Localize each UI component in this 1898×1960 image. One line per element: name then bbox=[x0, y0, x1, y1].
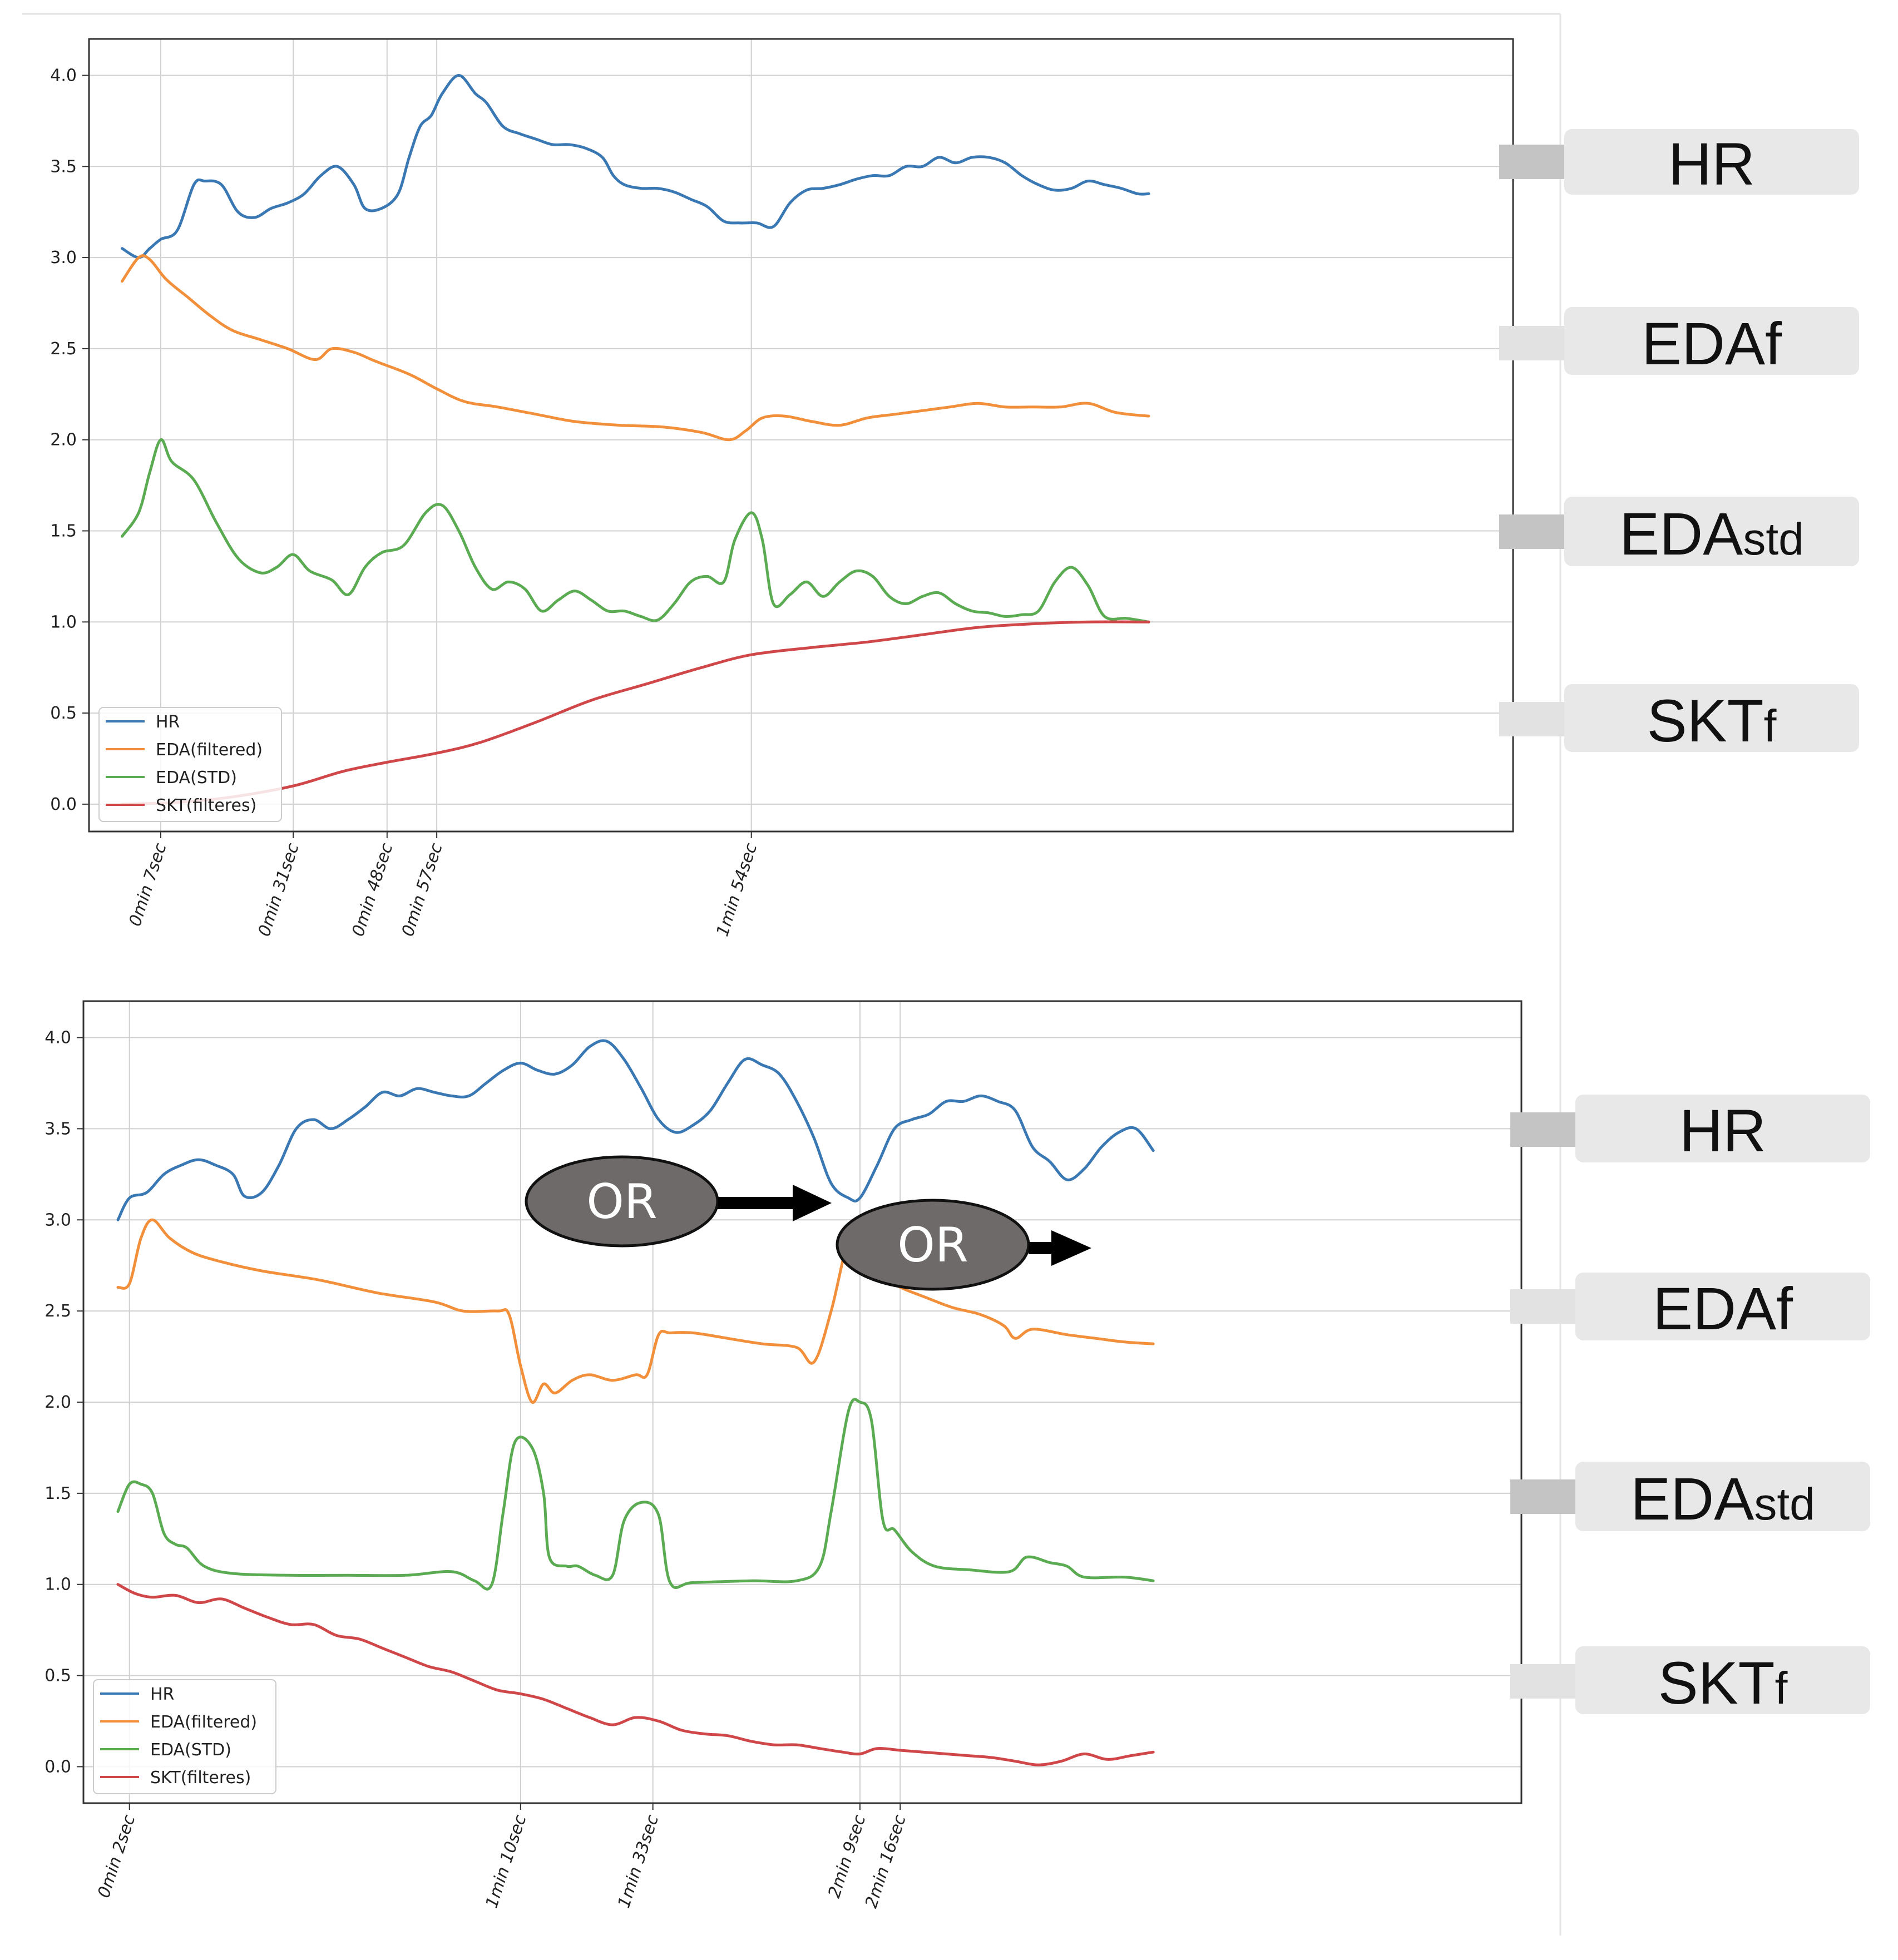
bottom-series-eda-filtered bbox=[116, 1218, 1155, 1404]
bottom-edaf-tag bbox=[1575, 1273, 1870, 1340]
bottom-hr-tag bbox=[1575, 1095, 1870, 1162]
bottom-xtick-label: 1min 10sec bbox=[482, 1812, 530, 1910]
bottom-sktf-main: SKT bbox=[1658, 1649, 1775, 1716]
top-legend-eda-filtered: EDA(filtered) bbox=[156, 740, 263, 760]
bottom-chart: 0.0 0.5 1.0 1.5 2.0 2.5 3.0 3.5 4.0 0min 2sec 1mi… bbox=[45, 1000, 1523, 1910]
top-y-ticks: 0.0 0.5 1.0 1.5 2.0 2.5 3.0 3.5 4.0 bbox=[50, 66, 89, 814]
top-edastd-main: EDA bbox=[1619, 500, 1743, 567]
bottom-sktf-connector bbox=[1510, 1664, 1577, 1699]
bottom-legend-eda-filtered: EDA(filtered) bbox=[150, 1712, 257, 1732]
bottom-edaf-tag-label: EDAf bbox=[1653, 1275, 1793, 1342]
bottom-edastd-tag-label: EDAstd bbox=[1630, 1465, 1815, 1532]
top-ytick-label: 2.5 bbox=[50, 339, 77, 359]
bottom-ytick-label: 1.0 bbox=[45, 1575, 71, 1595]
bottom-xtick-label: 2min 16sec bbox=[862, 1812, 910, 1910]
bottom-xtick-label: 2min 9sec bbox=[824, 1812, 869, 1900]
top-ytick-label: 2.0 bbox=[50, 430, 77, 450]
top-legend-skt: SKT(filteres) bbox=[156, 796, 256, 815]
bottom-sktf-tag bbox=[1575, 1646, 1870, 1714]
bottom-edaf-connector bbox=[1510, 1289, 1577, 1324]
top-plot-frame bbox=[88, 38, 1514, 833]
top-edastd-sub: std bbox=[1743, 514, 1803, 565]
or-annotation-2: OR bbox=[836, 1199, 1091, 1291]
bottom-side-tags: HR EDAf EDAstd SKTf bbox=[1510, 1095, 1870, 1716]
bottom-series-hr bbox=[116, 1039, 1155, 1221]
top-legend: HR EDA(filtered) EDA(STD) SKT(filteres) bbox=[98, 707, 282, 822]
bottom-legend-skt: SKT(filteres) bbox=[150, 1768, 251, 1788]
bottom-edastd-connector bbox=[1510, 1479, 1577, 1514]
top-edaf-connector bbox=[1499, 326, 1566, 360]
bottom-ytick-label: 3.5 bbox=[45, 1119, 71, 1139]
top-sktf-tag-label: SKTf bbox=[1647, 687, 1777, 754]
top-sktf-sub: f bbox=[1764, 701, 1777, 751]
top-ytick-label: 1.5 bbox=[50, 521, 77, 541]
bottom-sktf-tag-label: SKTf bbox=[1658, 1649, 1788, 1716]
top-series-skt-filteres bbox=[121, 620, 1150, 806]
bottom-grid bbox=[83, 1001, 1521, 1803]
or-annotation-1: OR bbox=[525, 1155, 832, 1248]
top-xtick-label: 0min 48sec bbox=[348, 840, 397, 939]
bottom-ytick-label: 0.0 bbox=[45, 1757, 71, 1776]
top-ytick-label: 3.5 bbox=[50, 157, 77, 176]
bottom-series-skt-filteres bbox=[116, 1583, 1155, 1766]
bottom-ytick-label: 0.5 bbox=[45, 1666, 71, 1686]
top-hr-connector bbox=[1499, 145, 1566, 179]
top-hr-tag bbox=[1564, 129, 1859, 195]
top-grid bbox=[89, 39, 1513, 831]
bottom-ytick-label: 4.0 bbox=[45, 1028, 71, 1048]
top-xtick-label: 0min 31sec bbox=[255, 840, 303, 939]
or-label-1: OR bbox=[586, 1174, 657, 1230]
or-arrow-head-2 bbox=[1051, 1230, 1091, 1266]
top-series-eda-filtered bbox=[121, 254, 1150, 442]
top-edaf-tag bbox=[1564, 307, 1859, 375]
top-ytick-label: 1.0 bbox=[50, 612, 77, 632]
bottom-edastd-sub: std bbox=[1754, 1479, 1815, 1530]
top-edastd-tag-label: EDAstd bbox=[1619, 500, 1803, 567]
bottom-series bbox=[116, 1039, 1155, 1766]
top-sktf-tag bbox=[1564, 684, 1859, 752]
top-edastd-tag bbox=[1564, 497, 1859, 566]
top-chart: 0.00.51.01.52.02.53.03.54.0 0min 7sec 0mi… bbox=[50, 38, 1514, 939]
top-ytick-label: 0.5 bbox=[50, 704, 77, 723]
bottom-xtick-label: 0min 2sec bbox=[94, 1812, 139, 1900]
top-edaf-tag-label: EDAf bbox=[1642, 310, 1782, 377]
top-x-ticks: 0min 7sec 0min 31sec 0min 48sec 0min 57sec 1… bbox=[125, 831, 761, 939]
top-xtick-label: 1min 54sec bbox=[713, 840, 761, 939]
top-series bbox=[121, 74, 1150, 806]
bottom-ytick-label: 3.0 bbox=[45, 1210, 71, 1230]
bottom-ytick-label: 2.5 bbox=[45, 1301, 71, 1321]
top-sktf-main: SKT bbox=[1647, 687, 1764, 754]
bottom-legend-hr: HR bbox=[150, 1685, 174, 1704]
top-series-eda-std bbox=[121, 438, 1150, 623]
or-arrow-head-1 bbox=[793, 1185, 832, 1221]
bottom-sktf-sub: f bbox=[1775, 1663, 1788, 1714]
bottom-hr-connector bbox=[1510, 1112, 1577, 1147]
top-side-tags: HR EDAf EDAstd SKTf bbox=[1499, 129, 1859, 754]
top-ytick-label: 4.0 bbox=[50, 66, 77, 86]
top-ytick-label: 3.0 bbox=[50, 248, 77, 268]
or-label-2: OR bbox=[897, 1217, 968, 1273]
bottom-legend: HR EDA(filtered) EDA(STD) SKT(filteres) bbox=[93, 1679, 276, 1794]
top-ytick-label: 0.0 bbox=[50, 795, 77, 814]
top-xtick-label: 0min 7sec bbox=[125, 840, 170, 929]
top-hr-tag-label: HR bbox=[1668, 130, 1755, 197]
bottom-hr-tag-label: HR bbox=[1679, 1097, 1766, 1164]
bottom-edastd-main: EDA bbox=[1630, 1465, 1754, 1532]
top-xtick-label: 0min 57sec bbox=[398, 840, 447, 939]
bottom-x-ticks: 0min 2sec 1min 10sec 1min 33sec 2min 9sec2m… bbox=[94, 1803, 910, 1910]
bottom-xtick-label: 1min 33sec bbox=[614, 1812, 663, 1910]
top-edastd-connector bbox=[1499, 514, 1566, 549]
top-legend-eda-std: EDA(STD) bbox=[156, 768, 237, 788]
bottom-ytick-label: 2.0 bbox=[45, 1393, 71, 1412]
top-legend-hr: HR bbox=[156, 712, 180, 732]
bottom-series-eda-std bbox=[116, 1398, 1155, 1591]
bottom-ytick-label: 1.5 bbox=[45, 1484, 71, 1503]
bottom-legend-eda-std: EDA(STD) bbox=[150, 1740, 231, 1760]
bottom-edastd-tag bbox=[1575, 1462, 1870, 1531]
bottom-y-ticks: 0.0 0.5 1.0 1.5 2.0 2.5 3.0 3.5 4.0 bbox=[45, 1028, 83, 1776]
top-series-hr bbox=[121, 74, 1150, 259]
top-sktf-connector bbox=[1499, 702, 1566, 736]
